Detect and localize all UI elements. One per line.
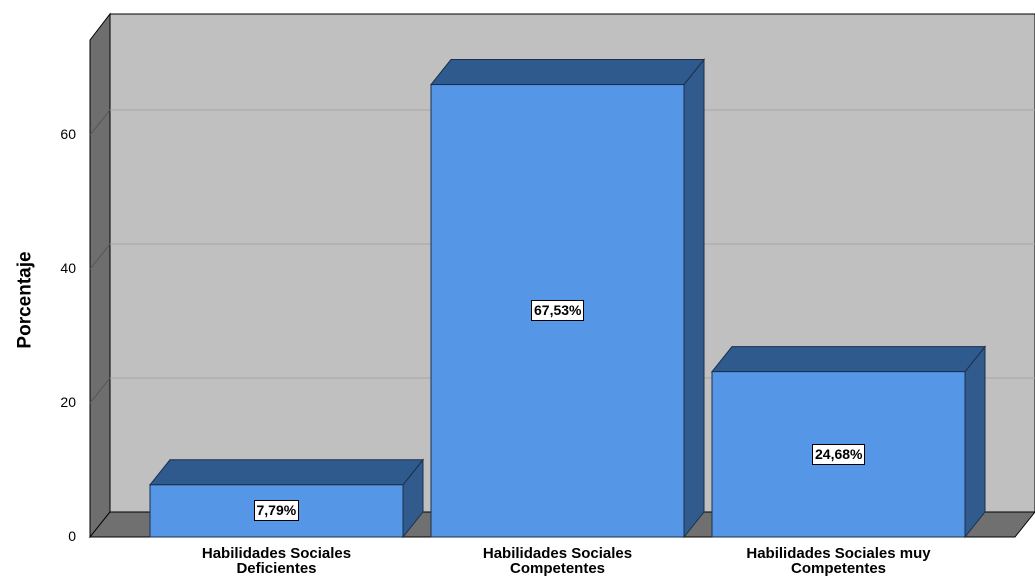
gridline-side xyxy=(89,109,111,136)
x-category-label-line: Habilidades Sociales muy xyxy=(746,545,931,562)
y-tick-label: 60 xyxy=(60,126,76,142)
gridline-side xyxy=(89,243,111,270)
x-category-label-line: Habilidades Sociales xyxy=(201,545,352,562)
left-wall xyxy=(89,12,111,539)
bar-top xyxy=(710,346,987,373)
bar-side xyxy=(683,58,705,539)
gridline-side xyxy=(89,377,111,404)
data-label: 67,53% xyxy=(531,300,585,322)
x-category-label: Habilidades Sociales Competentes xyxy=(411,546,704,576)
x-category-label-line: Habilidades Sociales xyxy=(482,545,633,562)
x-category-label: Habilidades Sociales muy Competentes xyxy=(692,546,985,576)
y-tick-label: 20 xyxy=(60,394,76,410)
x-category-label-line: Deficientes xyxy=(236,560,317,577)
x-category-label: Habilidades Sociales Deficientes xyxy=(130,546,423,576)
y-axis-label: Porcentaje xyxy=(15,251,36,349)
data-label: 24,68% xyxy=(812,443,866,465)
y-tick-label: 0 xyxy=(68,528,76,544)
x-category-label-line: Competentes xyxy=(509,560,606,577)
bar-side xyxy=(964,345,986,539)
bar-top xyxy=(148,459,425,486)
y-tick-label: 40 xyxy=(60,260,76,276)
bar-top xyxy=(429,59,706,86)
data-label: 7,79% xyxy=(253,500,300,522)
x-category-label-line: Competentes xyxy=(790,560,887,577)
